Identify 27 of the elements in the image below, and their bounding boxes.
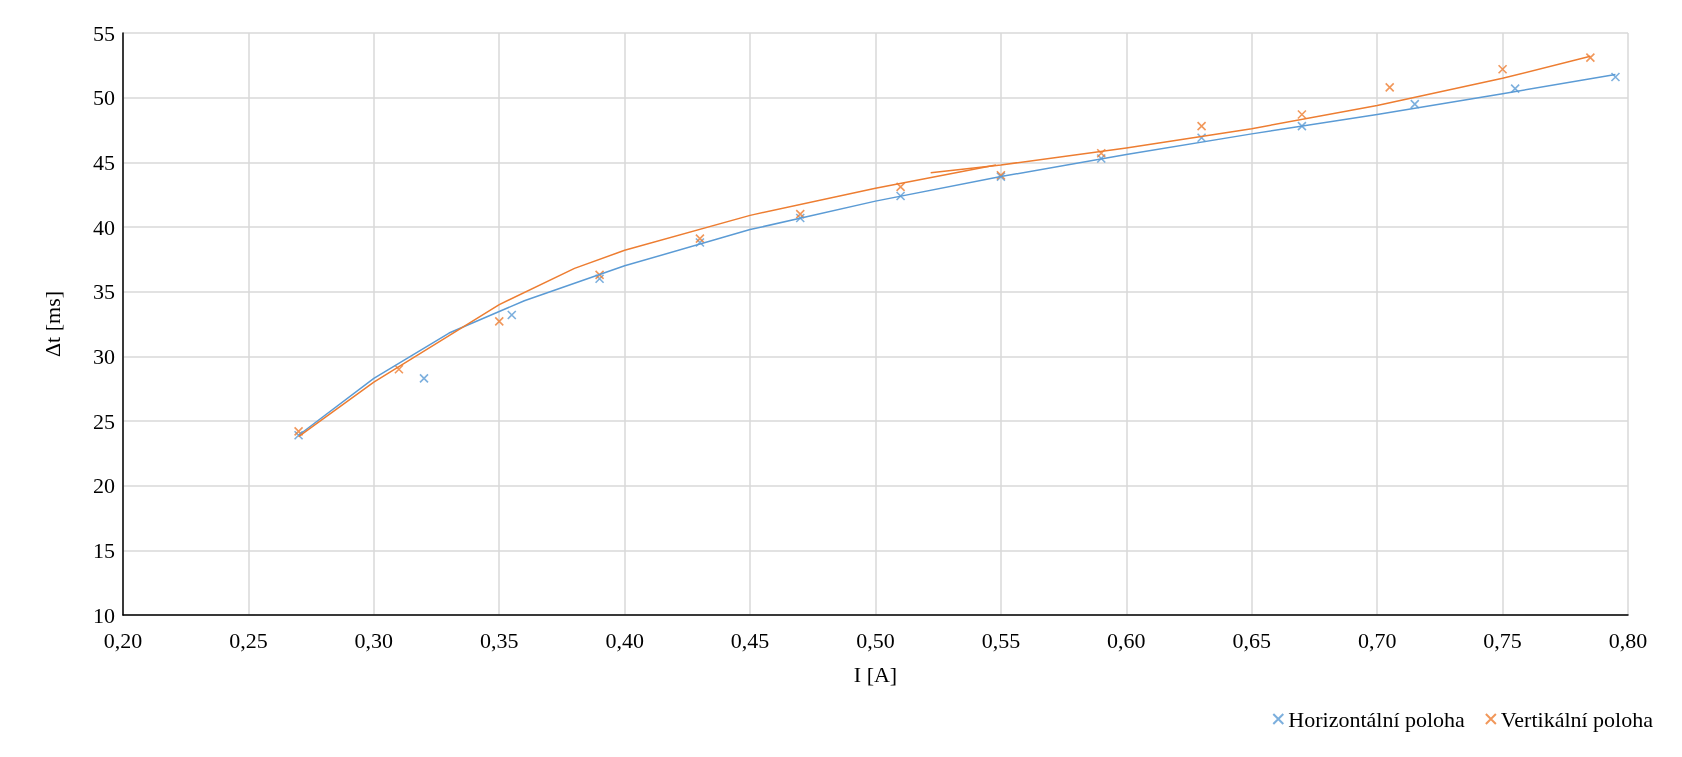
y-tick-label: 25 [93, 408, 115, 434]
legend-label: Horizontální poloha [1288, 706, 1466, 732]
x-tick-label: 0,25 [229, 627, 268, 653]
y-tick-label: 10 [93, 602, 115, 628]
y-axis-title: Δt [ms] [39, 290, 65, 358]
x-tick-label: 0,20 [103, 627, 143, 653]
y-tick-label: 40 [93, 214, 115, 240]
x-tick-label: 0,65 [1232, 627, 1271, 653]
x-tick-label: 0,60 [1107, 627, 1146, 653]
x-tick-label: 0,45 [730, 627, 770, 653]
y-tick-label: 55 [93, 20, 115, 46]
x-tick-label: 0,40 [605, 627, 644, 653]
x-axis-title: I [A] [853, 661, 898, 687]
y-tick-label: 35 [93, 279, 115, 305]
x-tick-label: 0,30 [354, 627, 394, 653]
x-tick-label: 0,70 [1357, 627, 1397, 653]
y-tick-label: 20 [93, 473, 115, 499]
x-tick-label: 0,35 [480, 627, 519, 653]
y-tick-label: 30 [93, 343, 115, 369]
y-tick-label: 50 [93, 85, 115, 111]
x-tick-label: 0,55 [981, 627, 1021, 653]
legend-label: Vertikální poloha [1500, 706, 1654, 732]
y-tick-label: 45 [93, 149, 115, 175]
x-tick-label: 0,50 [856, 627, 895, 653]
y-tick-label: 15 [93, 537, 115, 563]
x-tick-label: 0,75 [1483, 627, 1522, 653]
x-tick-label: 0,80 [1608, 627, 1648, 653]
